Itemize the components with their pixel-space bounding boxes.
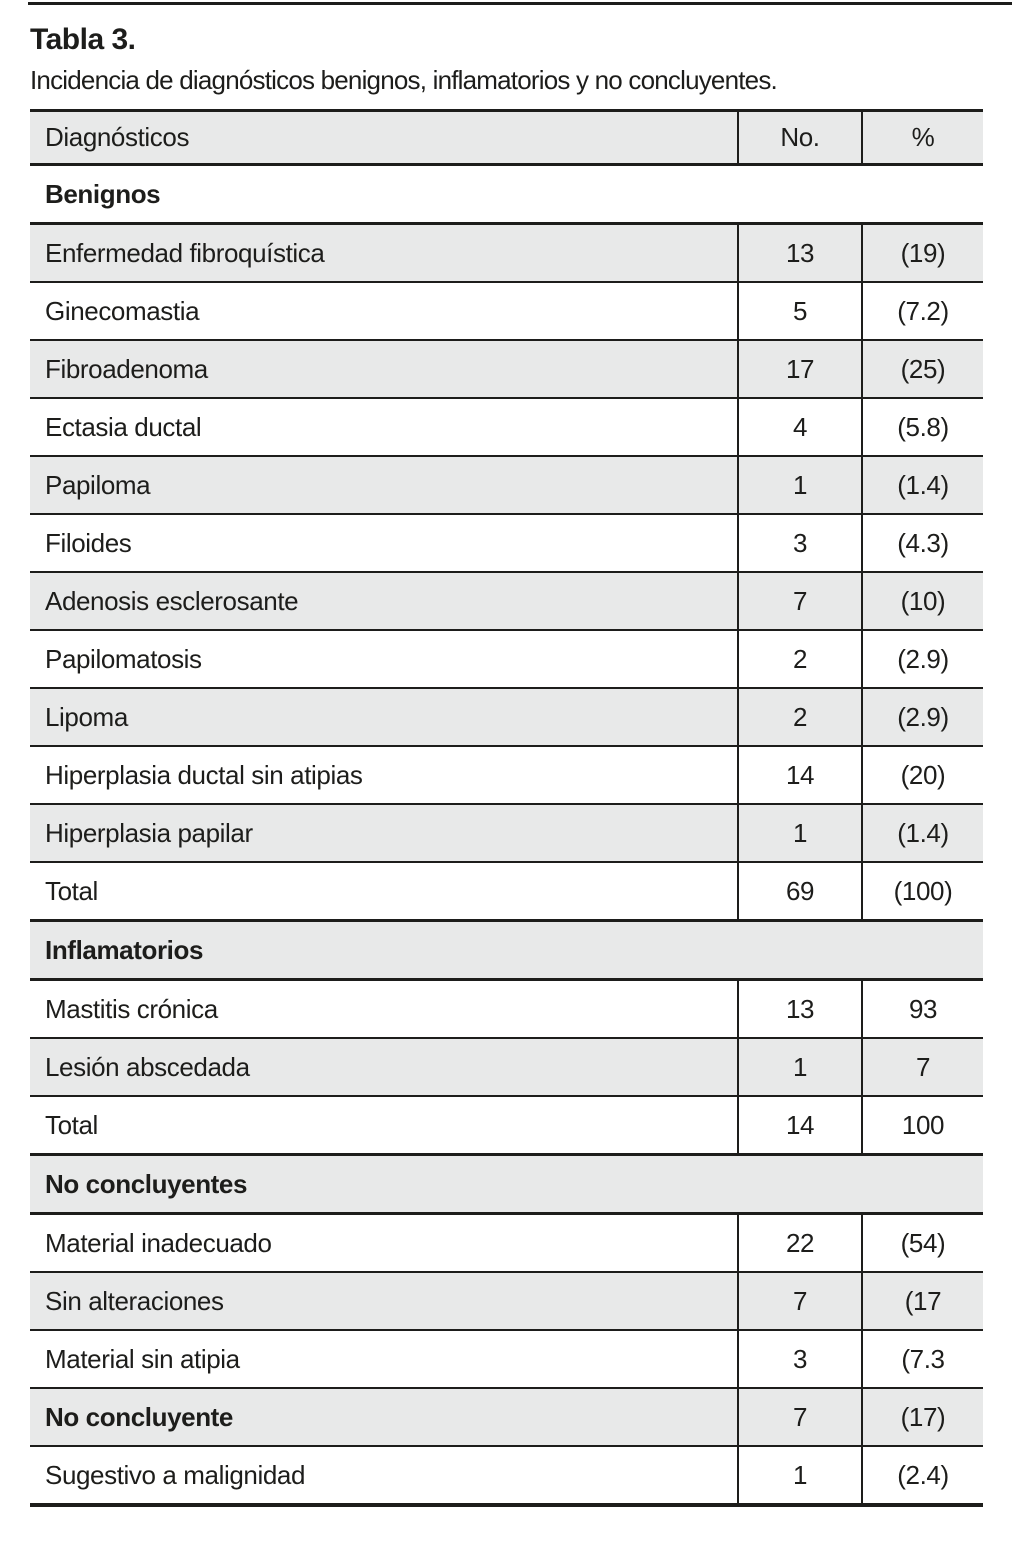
count-cell: 3 <box>737 1329 862 1388</box>
percent-cell: (2.9) <box>861 629 983 688</box>
table-row: Mastitis crónica 13 93 <box>30 978 983 1038</box>
percent-cell: 100 <box>861 1095 983 1155</box>
table-row: Hiperplasia ductal sin atipias 14 (20) <box>30 745 983 804</box>
count-cell: 1 <box>737 455 862 514</box>
diagnosis-cell: Papiloma <box>30 455 738 514</box>
count-cell: 7 <box>737 1271 862 1330</box>
percent-cell: 93 <box>861 978 983 1038</box>
diagnosis-cell: Material inadecuado <box>30 1212 738 1272</box>
table-row: Papiloma 1 (1.4) <box>30 455 983 514</box>
count-cell: 22 <box>737 1212 862 1272</box>
percent-cell: (19) <box>861 222 983 282</box>
page: Tabla 3. Incidencia de diagnósticos beni… <box>30 0 983 1507</box>
table-row: Material inadecuado 22 (54) <box>30 1212 983 1272</box>
section-label: Benignos <box>30 163 983 224</box>
table-caption: Incidencia de diagnósticos benignos, inf… <box>30 65 778 95</box>
percent-cell: (10) <box>861 571 983 630</box>
diagnosis-cell: Hiperplasia papilar <box>30 803 738 862</box>
count-cell: 2 <box>737 687 862 746</box>
percent-cell: (17 <box>861 1271 983 1330</box>
table-row: Sugestivo a malignidad 1 (2.4) <box>30 1445 983 1505</box>
table-row: Adenosis esclerosante 7 (10) <box>30 571 983 630</box>
count-cell: 17 <box>737 339 862 398</box>
count-cell: 7 <box>737 571 862 630</box>
section-row: Inflamatorios <box>30 919 983 980</box>
section-label: Inflamatorios <box>30 919 983 980</box>
diagnosis-cell: Mastitis crónica <box>30 978 738 1038</box>
diagnosis-cell: No concluyente <box>30 1387 738 1446</box>
count-cell: 4 <box>737 397 862 456</box>
percent-cell: (25) <box>861 339 983 398</box>
table-row: Lipoma 2 (2.9) <box>30 687 983 746</box>
diagnosis-cell: Total <box>30 861 738 921</box>
table-row: Papilomatosis 2 (2.9) <box>30 629 983 688</box>
count-cell: 1 <box>737 803 862 862</box>
count-cell: 2 <box>737 629 862 688</box>
header-row: Diagnósticos No. % <box>30 109 983 166</box>
diagnosis-cell: Sugestivo a malignidad <box>30 1445 738 1505</box>
table-row: Ectasia ductal 4 (5.8) <box>30 397 983 456</box>
percent-cell: (1.4) <box>861 455 983 514</box>
section-label: No concluyentes <box>30 1153 983 1214</box>
table-row: Ginecomastia 5 (7.2) <box>30 281 983 340</box>
table-row: Hiperplasia papilar 1 (1.4) <box>30 803 983 862</box>
diagnosis-cell: Ginecomastia <box>30 281 738 340</box>
percent-cell: (20) <box>861 745 983 804</box>
diagnosis-cell: Papilomatosis <box>30 629 738 688</box>
table-title: Tabla 3. <box>30 23 136 56</box>
count-cell: 14 <box>737 1095 862 1155</box>
diagnosis-cell: Material sin atipia <box>30 1329 738 1388</box>
diagnosis-cell: Lipoma <box>30 687 738 746</box>
percent-cell: (100) <box>861 861 983 921</box>
diagnosis-cell: Enfermedad fibroquística <box>30 222 738 282</box>
table-row: Enfermedad fibroquística 13 (19) <box>30 222 983 282</box>
count-cell: 5 <box>737 281 862 340</box>
count-cell: 14 <box>737 745 862 804</box>
table-row: Material sin atipia 3 (7.3 <box>30 1329 983 1388</box>
diagnosis-cell: Ectasia ductal <box>30 397 738 456</box>
percent-cell: (7.2) <box>861 281 983 340</box>
percent-cell: (2.4) <box>861 1445 983 1505</box>
diagnosis-cell: Total <box>30 1095 738 1155</box>
percent-cell: (54) <box>861 1212 983 1272</box>
percent-cell: (7.3 <box>861 1329 983 1388</box>
table-row: No concluyente 7 (17) <box>30 1387 983 1446</box>
count-cell: 1 <box>737 1037 862 1096</box>
table-row: Fibroadenoma 17 (25) <box>30 339 983 398</box>
percent-cell: (1.4) <box>861 803 983 862</box>
diagnosis-cell: Filoides <box>30 513 738 572</box>
percent-cell: (5.8) <box>861 397 983 456</box>
count-cell: 1 <box>737 1445 862 1505</box>
percent-cell: (17) <box>861 1387 983 1446</box>
count-cell: 13 <box>737 222 862 282</box>
diagnosis-cell: Hiperplasia ductal sin atipias <box>30 745 738 804</box>
diagnostics-table: Diagnósticos No. % Benignos Enfermedad fi… <box>30 109 983 1507</box>
count-cell: 13 <box>737 978 862 1038</box>
percent-cell: (4.3) <box>861 513 983 572</box>
table-row: Sin alteraciones 7 (17 <box>30 1271 983 1330</box>
diagnosis-cell: Adenosis esclerosante <box>30 571 738 630</box>
table-body: Benignos Enfermedad fibroquística 13 (19) Gi… <box>30 163 983 1505</box>
column-header-percent: % <box>861 109 983 166</box>
column-header-no: No. <box>737 109 862 166</box>
count-cell: 3 <box>737 513 862 572</box>
top-rule <box>28 2 1012 5</box>
percent-cell: (2.9) <box>861 687 983 746</box>
section-row: No concluyentes <box>30 1153 983 1214</box>
column-header-diagnosticos: Diagnósticos <box>30 109 738 166</box>
percent-cell: 7 <box>861 1037 983 1096</box>
table-row: Filoides 3 (4.3) <box>30 513 983 572</box>
diagnosis-cell: Fibroadenoma <box>30 339 738 398</box>
count-cell: 69 <box>737 861 862 921</box>
section-row: Benignos <box>30 163 983 224</box>
count-cell: 7 <box>737 1387 862 1446</box>
table-row: Total 69 (100) <box>30 861 983 921</box>
diagnosis-cell: Lesión abscedada <box>30 1037 738 1096</box>
diagnosis-cell: Sin alteraciones <box>30 1271 738 1330</box>
table-row: Lesión abscedada 1 7 <box>30 1037 983 1096</box>
table-row: Total 14 100 <box>30 1095 983 1155</box>
